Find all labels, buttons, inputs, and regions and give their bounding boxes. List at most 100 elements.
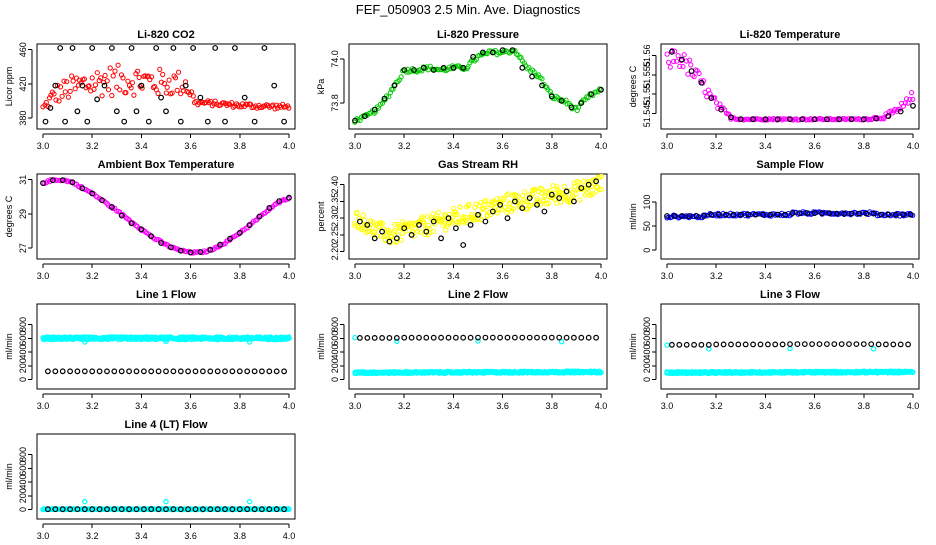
panel-ambient-box-temperature: Ambient Box Temperature 3.0 3.2 3.4 3.6 3.8 4.… bbox=[4, 159, 296, 281]
data-point bbox=[286, 506, 292, 512]
data-point bbox=[774, 116, 781, 123]
x-tick-label: 3.2 bbox=[710, 401, 723, 411]
data-point bbox=[504, 215, 511, 222]
data-point bbox=[187, 249, 194, 256]
data-point bbox=[236, 368, 243, 375]
x-tick-label: 4.0 bbox=[907, 271, 920, 281]
data-point bbox=[352, 117, 358, 124]
data-point bbox=[702, 89, 708, 96]
data-point bbox=[401, 225, 408, 232]
data-point bbox=[163, 90, 169, 96]
x-tick-label: 3.8 bbox=[858, 401, 871, 411]
data-point bbox=[578, 334, 585, 341]
x-tick-label: 3.0 bbox=[661, 271, 674, 281]
y-tick-label: 600 bbox=[18, 331, 28, 346]
data-point bbox=[177, 247, 184, 254]
data-point bbox=[787, 341, 793, 348]
panel-title: Li-820 CO2 bbox=[137, 29, 194, 41]
data-point bbox=[128, 220, 135, 227]
data-point bbox=[712, 95, 718, 101]
plot-frame bbox=[348, 173, 608, 260]
data-point bbox=[69, 45, 76, 51]
data-point bbox=[273, 506, 280, 513]
data-point bbox=[236, 229, 243, 236]
x-axis: 3.0 3.2 3.4 3.6 3.8 4.0 bbox=[661, 393, 919, 411]
series-secondary bbox=[45, 368, 288, 375]
data-point bbox=[728, 114, 734, 121]
data-point bbox=[145, 118, 152, 125]
data-point bbox=[873, 115, 879, 122]
data-point bbox=[577, 197, 583, 203]
data-point bbox=[598, 174, 604, 179]
data-point bbox=[386, 335, 393, 341]
data-point bbox=[462, 214, 469, 220]
plot-area bbox=[352, 174, 604, 248]
x-tick-label: 3.2 bbox=[398, 401, 411, 411]
data-point bbox=[744, 211, 750, 217]
y-tick-label: 600 bbox=[642, 331, 652, 346]
data-point bbox=[532, 186, 538, 192]
data-point bbox=[392, 228, 398, 234]
data-point bbox=[723, 211, 729, 218]
data-point bbox=[483, 207, 489, 213]
data-point bbox=[753, 116, 759, 122]
data-point bbox=[417, 229, 423, 235]
x-axis: 3.0 3.2 3.4 3.6 3.8 4.0 bbox=[37, 263, 295, 281]
data-point bbox=[391, 229, 397, 235]
data-point bbox=[552, 190, 558, 196]
data-point bbox=[227, 235, 233, 242]
data-point bbox=[482, 334, 489, 341]
data-point bbox=[885, 211, 892, 218]
plot-area bbox=[664, 341, 916, 377]
data-point bbox=[701, 213, 707, 219]
data-point bbox=[667, 64, 673, 70]
x-tick-label: 3.2 bbox=[86, 401, 99, 411]
x-tick-label: 4.0 bbox=[595, 271, 608, 281]
data-point bbox=[222, 118, 228, 125]
data-point bbox=[229, 368, 236, 375]
data-point bbox=[360, 212, 366, 218]
y-tick-label: 400 bbox=[642, 344, 652, 359]
data-point bbox=[806, 117, 813, 123]
data-point bbox=[57, 84, 64, 90]
data-point bbox=[89, 45, 96, 51]
x-tick-label: 3.0 bbox=[349, 271, 362, 281]
data-point bbox=[833, 210, 840, 217]
data-point bbox=[470, 53, 477, 60]
data-point bbox=[62, 118, 68, 125]
data-point bbox=[266, 204, 273, 211]
data-point bbox=[669, 48, 675, 55]
data-point bbox=[246, 339, 253, 345]
data-point bbox=[836, 116, 843, 123]
data-point bbox=[371, 335, 378, 341]
y-axis-label: degrees C bbox=[628, 65, 638, 107]
data-point bbox=[385, 229, 392, 235]
data-point bbox=[195, 249, 201, 255]
data-point bbox=[117, 87, 123, 93]
data-point bbox=[571, 334, 577, 341]
data-point bbox=[376, 224, 382, 230]
data-point bbox=[45, 506, 51, 513]
y-axis-label: percent bbox=[316, 201, 326, 232]
data-point bbox=[55, 82, 61, 89]
data-point bbox=[507, 201, 513, 207]
data-point bbox=[838, 341, 845, 348]
y-axis-label: ml/min bbox=[4, 463, 14, 490]
data-point bbox=[70, 78, 76, 84]
data-point bbox=[885, 113, 892, 119]
data-point bbox=[460, 334, 467, 341]
data-point bbox=[251, 118, 258, 125]
data-point bbox=[669, 341, 675, 348]
x-axis: 3.0 3.2 3.4 3.6 3.8 4.0 bbox=[37, 523, 295, 541]
data-point bbox=[271, 506, 278, 512]
data-point bbox=[133, 506, 140, 513]
data-point bbox=[192, 368, 199, 375]
data-point bbox=[155, 368, 162, 375]
data-point bbox=[42, 118, 49, 125]
data-point bbox=[539, 186, 545, 192]
y-axis-label: degrees C bbox=[4, 195, 14, 237]
data-point bbox=[678, 56, 685, 63]
x-tick-label: 3.6 bbox=[496, 401, 509, 411]
data-point bbox=[540, 197, 546, 203]
data-point bbox=[61, 78, 67, 84]
